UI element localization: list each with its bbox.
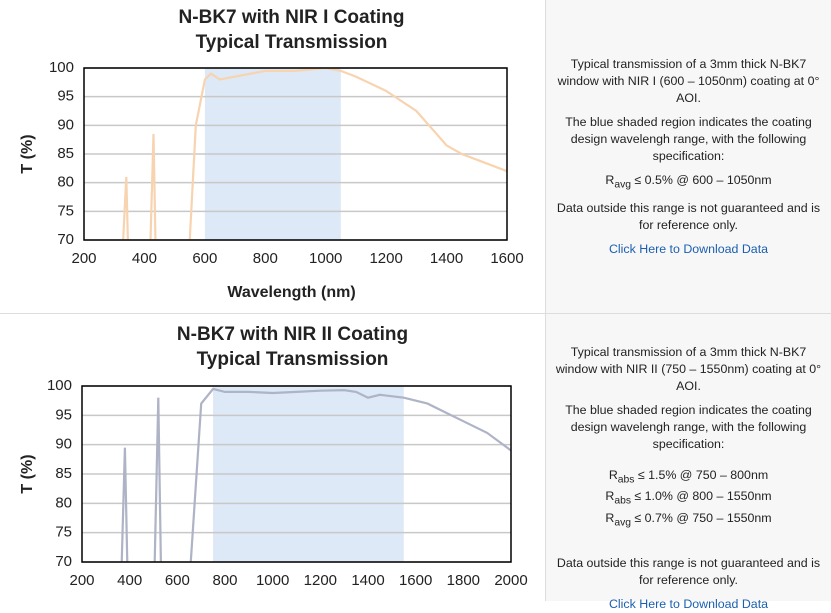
y-tick-label: 100 [49,59,74,76]
spec-subscript: abs [614,495,631,507]
spec: Rabs ≤ 1.5% @ 750 – 800nm [552,467,825,488]
spec-symbol: R [605,510,615,525]
description: Typical transmission of a 3mm thick N-BK… [555,345,822,393]
chart-subtitle: Typical Transmission [196,32,388,53]
x-tick-label: 1600 [490,250,523,267]
y-tick-label: 80 [55,494,72,511]
y-tick-label: 70 [55,553,72,570]
chart-title: N-BK7 with NIR I Coating [179,7,405,28]
spec-subscript: avg [614,179,631,191]
spec: Ravg ≤ 0.5% @ 600 – 1050nm [552,172,825,193]
spec-subscript: avg [614,517,631,529]
disclaimer: Data outside this range is not guarantee… [556,556,821,588]
y-tick-label: 75 [57,202,74,219]
x-tick-label: 1600 [399,572,432,589]
data-line [122,68,507,240]
x-tick-label: 1000 [256,572,289,589]
x-tick-label: 200 [71,250,96,267]
plot-frame [81,385,512,563]
spec: Rabs ≤ 1.0% @ 800 – 1550nm [552,488,825,509]
y-axis-label: T (%) [19,134,36,173]
x-tick-label: 2000 [494,572,527,589]
y-tick-label: 70 [57,231,74,248]
download-link[interactable]: Click Here to Download Data [608,597,769,612]
y-tick-label: 90 [57,116,74,133]
chart-subtitle: Typical Transmission [197,349,389,370]
y-tick-label: 85 [55,465,72,482]
spec-text: ≤ 1.0% @ 800 – 1550nm [630,489,772,504]
info-panel: Typical transmission of a 3mm thick N-BK… [545,314,831,611]
spec-symbol: R [605,489,615,504]
shading-note: The blue shaded region indicates the coa… [565,115,812,163]
spec-text: ≤ 0.5% @ 600 – 1050nm [630,173,772,187]
x-tick-label: 800 [253,250,278,267]
spec-text: ≤ 0.7% @ 750 – 1550nm [630,510,772,525]
x-axis-label: Wavelength (nm) [227,284,355,301]
plot-frame [83,67,508,241]
chart-title: N-BK7 with NIR II Coating [177,324,408,345]
y-axis-label: T (%) [19,454,36,493]
y-tick-label: 95 [55,406,72,423]
spec-symbol: R [605,173,615,187]
shading-note: The blue shaded region indicates the coa… [565,403,812,451]
spec-subscript: abs [617,474,635,486]
row-separator [0,313,831,314]
description: Typical transmission of a 3mm thick N-BK… [557,57,820,105]
x-tick-label: 1800 [447,572,480,589]
x-tick-label: 200 [69,572,94,589]
x-tick-label: 1200 [369,250,402,267]
x-tick-label: 1000 [309,250,342,267]
y-tick-label: 75 [55,524,72,541]
x-tick-label: 600 [165,572,190,589]
spec-symbol: R [608,468,618,482]
x-tick-label: 1400 [430,250,463,267]
disclaimer: Data outside this range is not guarantee… [556,201,821,233]
specs: Ravg ≤ 0.5% @ 600 – 1050nm [552,172,825,193]
y-tick-label: 90 [55,436,72,453]
y-tick-label: 95 [57,88,74,105]
spec: Ravg ≤ 0.7% @ 750 – 1550nm [552,510,825,531]
y-tick-label: 80 [57,174,74,191]
x-tick-label: 1200 [304,572,337,589]
x-tick-label: 400 [117,572,142,589]
info-panel: Typical transmission of a 3mm thick N-BK… [545,0,831,313]
x-tick-label: 1400 [351,572,384,589]
x-tick-label: 400 [132,250,157,267]
y-tick-label: 100 [47,377,72,394]
spec-text: ≤ 1.5% @ 750 – 800nm [634,468,769,482]
data-line [120,387,511,562]
y-tick-label: 85 [57,145,74,162]
download-link[interactable]: Click Here to Download Data [608,242,769,257]
x-tick-label: 800 [212,572,237,589]
specs: Rabs ≤ 1.5% @ 750 – 800nm Rabs ≤ 1.0% @ 8… [552,467,825,531]
x-tick-label: 600 [192,250,217,267]
